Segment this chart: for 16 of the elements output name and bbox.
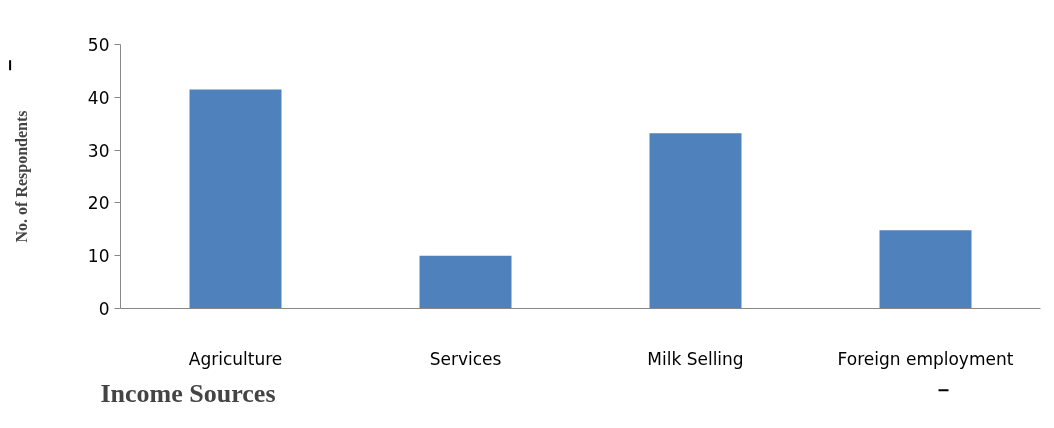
bar bbox=[649, 133, 742, 309]
bar bbox=[419, 255, 512, 309]
y-tick-label: 50 bbox=[87, 35, 110, 55]
bar bbox=[879, 230, 972, 309]
x-tick-label: Services bbox=[429, 348, 502, 369]
x-tick-label: Agriculture bbox=[188, 348, 283, 369]
x-axis-title: Income Sources bbox=[100, 378, 276, 408]
y-tick-label: 30 bbox=[87, 140, 110, 161]
y-tick-label: 10 bbox=[87, 246, 110, 267]
y-axis-title: No. of Respondents bbox=[12, 110, 31, 243]
y-tick-label: 0 bbox=[98, 299, 110, 319]
y-tick-label: 40 bbox=[87, 87, 110, 108]
bar bbox=[189, 89, 282, 309]
y-tick-label: 20 bbox=[87, 193, 110, 214]
x-tick-label: Milk Selling bbox=[647, 348, 744, 369]
x-tick-label: Foreign employment bbox=[837, 348, 1014, 369]
